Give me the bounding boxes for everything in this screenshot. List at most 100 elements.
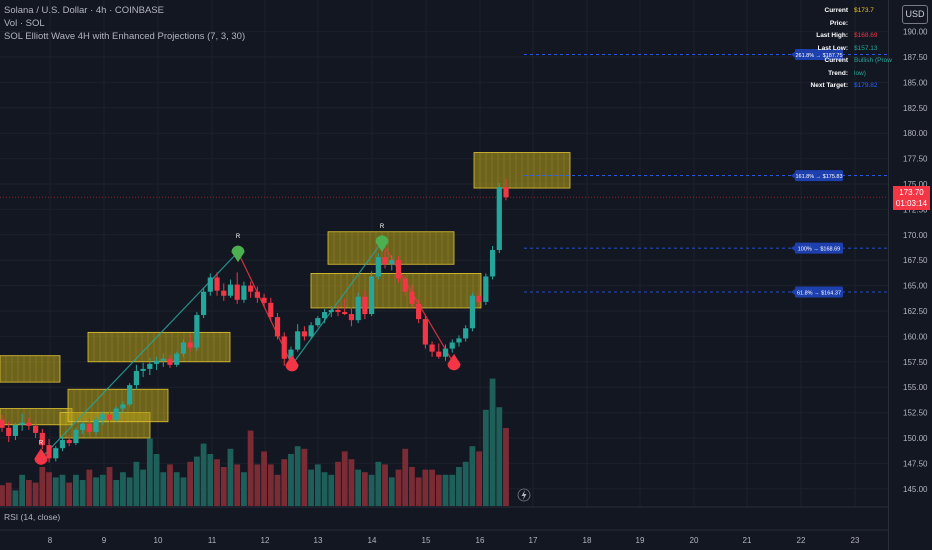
- time-tick-label: 9: [102, 536, 107, 545]
- projection-label-bg: [795, 48, 843, 60]
- candle-body: [429, 344, 435, 352]
- candle-body: [127, 385, 133, 405]
- candle-body: [456, 338, 462, 343]
- candle: [483, 273, 489, 305]
- time-tick-label: 11: [208, 536, 217, 545]
- price-axis: 190.00 187.50 185.00 182.50 180.00 177.50 175.…: [903, 28, 928, 494]
- volume-bar: [73, 474, 79, 506]
- candle-body: [187, 342, 193, 348]
- volume-bar: [241, 472, 247, 506]
- candle-body: [483, 276, 489, 302]
- candle-body: [120, 404, 126, 409]
- currency-button[interactable]: USD: [902, 5, 928, 24]
- candle-body: [442, 348, 449, 357]
- candle: [187, 334, 193, 352]
- info-row: Next Target: $179.82: [808, 80, 894, 93]
- candle-body: [80, 423, 86, 430]
- candle: [281, 332, 287, 366]
- volume-bar: [180, 477, 187, 506]
- volume-bar: [247, 430, 254, 506]
- candle: [6, 421, 12, 443]
- volume-bar: [321, 472, 328, 506]
- chart-legend: Solana / U.S. Dollar · 4h · COINBASE Vol…: [4, 4, 245, 43]
- candle: [0, 414, 5, 432]
- candle-body: [496, 187, 502, 251]
- price-tick-label: 147.50: [903, 459, 928, 468]
- fib-zone: [67, 388, 169, 423]
- lightning-icon-bolt: [521, 490, 527, 500]
- fib-zone: [473, 152, 571, 189]
- candle-body: [39, 432, 45, 446]
- candle-body: [93, 419, 99, 432]
- info-panel: Current Price: $173.7 Last High: $168.69 Las…: [808, 5, 894, 93]
- volume-bar: [348, 459, 355, 506]
- candle-body: [261, 297, 267, 303]
- candle: [301, 326, 307, 341]
- current-price-tag: 173.70 01:03:14: [893, 186, 930, 211]
- candle-body: [402, 278, 408, 292]
- volume-bar: [66, 482, 73, 506]
- projection-label: 261.8% → $187.75: [791, 48, 843, 60]
- elliott-indicator-label[interactable]: SOL Elliott Wave 4H with Enhanced Projec…: [4, 31, 246, 42]
- candle-body: [153, 360, 160, 364]
- volume-bar: [456, 467, 462, 506]
- candle-body: [19, 422, 25, 425]
- candle: [80, 421, 86, 434]
- wave-high-marker: [447, 353, 461, 371]
- time-tick-label: 12: [261, 536, 270, 545]
- candle-body: [59, 440, 66, 449]
- rsi-pane-label[interactable]: RSI (14, close): [4, 512, 61, 522]
- current-price-value: 173.70: [899, 188, 924, 198]
- price-tick-label: 150.00: [903, 434, 928, 443]
- candle-body: [86, 423, 92, 432]
- price-tick-label: 165.00: [903, 282, 928, 291]
- marker-shape: [34, 448, 48, 465]
- time-tick-label: 13: [314, 536, 323, 545]
- volume-bar: [355, 469, 362, 506]
- candle-body: [328, 309, 334, 313]
- candle: [241, 281, 247, 303]
- candle: [295, 324, 301, 352]
- candle-body: [348, 314, 355, 321]
- volume-indicator-label[interactable]: Vol · SOL: [4, 18, 45, 29]
- candle: [416, 299, 422, 324]
- candle: [469, 292, 475, 332]
- price-tick-label: 187.50: [903, 53, 928, 62]
- candle: [476, 290, 482, 306]
- candle-body: [355, 296, 361, 321]
- projection-label-text: 100% → $168.69: [798, 246, 841, 252]
- volume-bar: [267, 464, 274, 506]
- volume-bar: [368, 474, 375, 506]
- candle-body: [180, 342, 187, 354]
- wave-low-marker: [375, 235, 389, 252]
- symbol-title[interactable]: Solana / U.S. Dollar · 4h · COINBASE: [4, 5, 164, 16]
- volume-bar: [281, 459, 288, 506]
- candle: [167, 354, 173, 368]
- volume-bar: [429, 469, 435, 506]
- time-tick-label: 16: [476, 536, 485, 545]
- projection-label-bg: [795, 242, 843, 254]
- candle: [73, 427, 79, 446]
- candle-body: [46, 445, 52, 459]
- candle: [463, 325, 469, 342]
- volume-bar: [106, 467, 113, 506]
- volume-bar: [335, 461, 341, 506]
- candle: [174, 351, 180, 367]
- candle: [194, 312, 200, 351]
- price-tick-label: 177.50: [903, 155, 928, 164]
- candle-body: [315, 318, 321, 326]
- candle-body: [113, 408, 119, 420]
- wave-label: R: [236, 234, 241, 240]
- candle-body: [53, 448, 59, 459]
- volume-bar: [5, 482, 12, 506]
- volume-bar: [288, 454, 294, 506]
- price-tick-label: 185.00: [903, 78, 928, 87]
- candle: [261, 293, 267, 307]
- candle-body: [214, 277, 220, 291]
- time-tick-label: 19: [636, 536, 645, 545]
- projection-label-arrow: [791, 289, 795, 296]
- candle-body: [12, 424, 19, 436]
- fib-zone: [0, 355, 61, 383]
- candle-body: [33, 425, 39, 433]
